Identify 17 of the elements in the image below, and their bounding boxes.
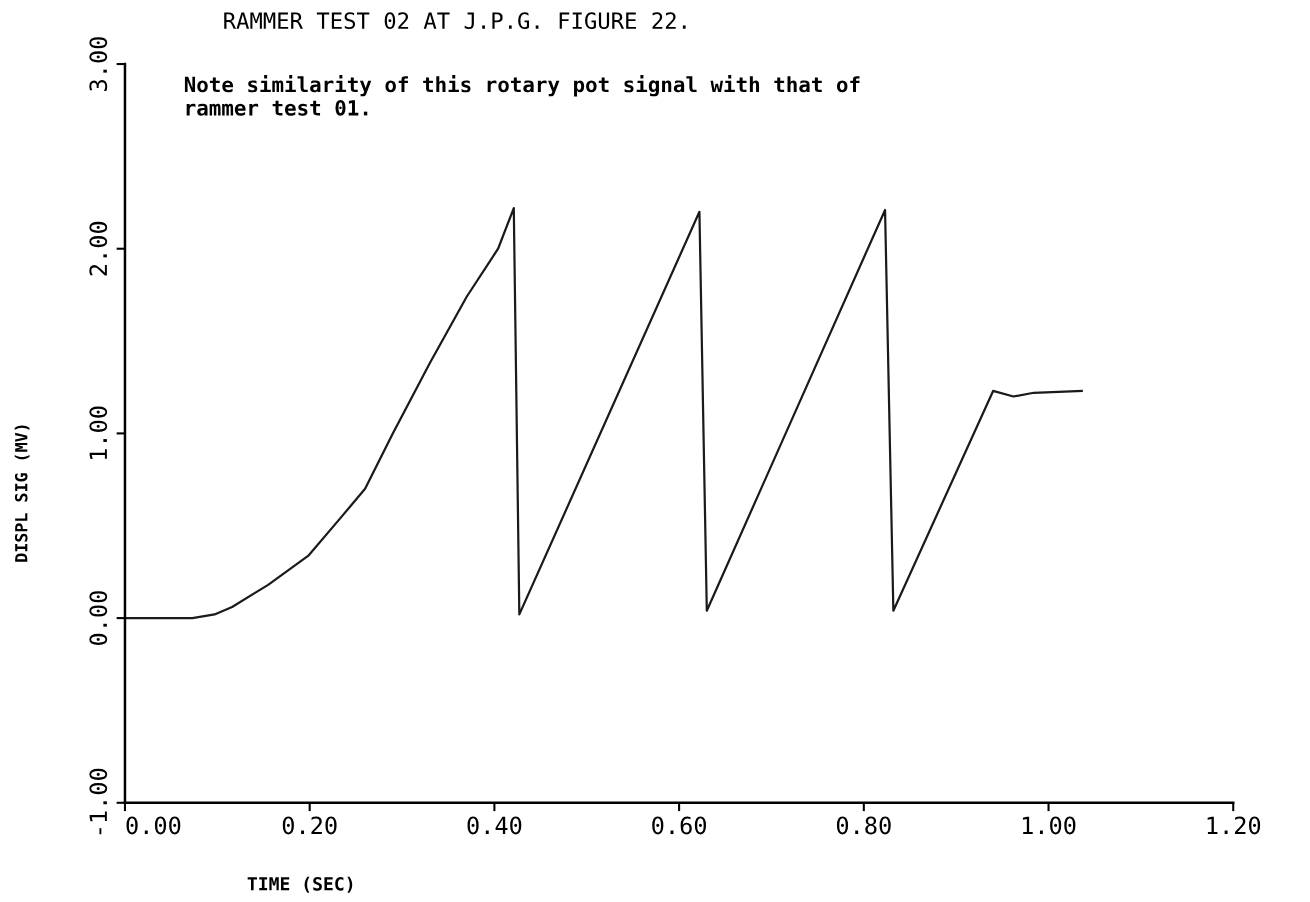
x-tick-label: 1.00 <box>1022 816 1076 835</box>
annotation: Note similarity of this rotary pot signal with that of rammer test 01. <box>184 75 860 116</box>
y-tick-label: 2.00 <box>89 221 108 276</box>
x-tick-label: 0.80 <box>836 816 891 835</box>
x-tick-label: 0.20 <box>282 816 337 835</box>
line-series <box>124 206 1083 620</box>
y-tick-label: -1.00 <box>89 768 108 835</box>
y-tick-label: 0.00 <box>89 591 108 645</box>
y-tick-label: 1.00 <box>89 406 108 459</box>
y-tick-label: 3.00 <box>89 37 108 91</box>
x-tick-label: 0.40 <box>467 816 522 835</box>
chart-title: RAMMER TEST 02 AT J.P.G. FIGURE 22. <box>224 12 686 30</box>
x-axis-title: TIME (SEC) <box>247 876 353 893</box>
x-tick-label: 0.60 <box>652 816 706 835</box>
x-tick-label: 1.20 <box>1207 816 1261 835</box>
y-axis-title: DISPL SIG (MV) <box>14 425 30 562</box>
x-tick-label: 0.00 <box>126 816 181 835</box>
